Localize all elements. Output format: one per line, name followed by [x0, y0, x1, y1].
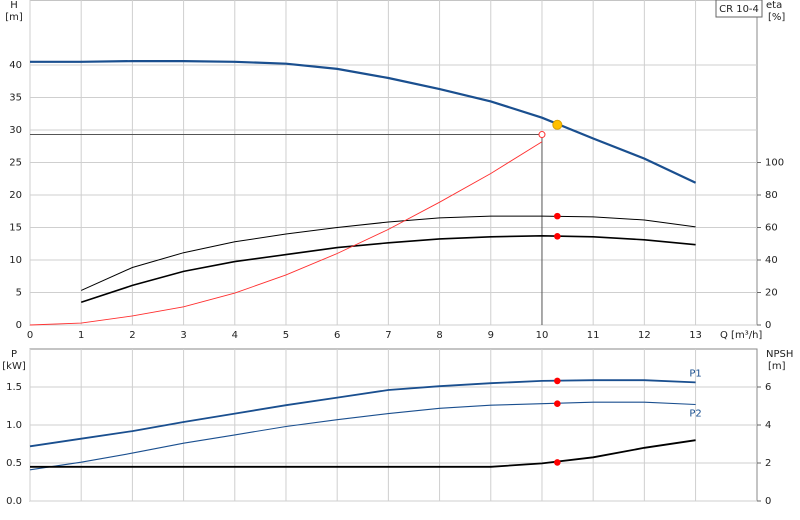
series-line	[80, 234, 696, 304]
x-tick-label: 13	[689, 330, 702, 341]
y2-tick-label: 0	[765, 496, 771, 507]
y2-tick-label: 4	[765, 420, 771, 431]
y-tick-label: 1.5	[6, 382, 22, 393]
y-axis-unit: [m]	[5, 12, 23, 23]
y2-axis-unit: [%]	[768, 12, 785, 23]
y2-tick-label: 60	[765, 223, 778, 234]
y2-tick-label: 0	[765, 320, 771, 331]
series-line	[30, 439, 696, 468]
duty-marker	[554, 459, 561, 466]
duty-marker	[554, 400, 561, 408]
y-axis-unit: [kW]	[2, 361, 26, 372]
y-tick-label: 35	[9, 93, 22, 104]
y2-axis-label: NPSH	[766, 349, 793, 360]
x-tick-label: 0	[27, 330, 33, 341]
x-tick-label: 5	[283, 330, 289, 341]
series-line	[80, 215, 696, 291]
model-box	[715, 0, 763, 18]
y2-tick-label: 2	[765, 458, 771, 469]
y2-tick-label: 100	[765, 158, 784, 169]
series-line	[30, 60, 697, 184]
duty-marker	[554, 377, 561, 385]
x-tick-label: 2	[129, 330, 135, 341]
x-tick-label: 11	[587, 330, 600, 341]
y-tick-label: 25	[9, 158, 22, 169]
y2-axis-unit: [m]	[768, 361, 786, 372]
y2-tick-label: 80	[765, 190, 778, 201]
y-tick-label: 1.0	[6, 420, 22, 431]
y-tick-label: 0	[16, 320, 22, 331]
x-tick-label: 8	[436, 330, 442, 341]
y-tick-label: 20	[9, 190, 22, 201]
x-axis-label: Q [m³/h]	[720, 330, 762, 341]
series-label: P2	[689, 408, 701, 419]
series-label: P1	[689, 368, 701, 379]
series-line	[29, 401, 696, 471]
y2-tick-label: 20	[765, 288, 778, 299]
model-label: CR 10-4	[719, 4, 759, 15]
x-tick-label: 1	[78, 330, 84, 341]
y-tick-label: 15	[9, 223, 22, 234]
duty-marker	[552, 119, 563, 130]
x-tick-label: 3	[180, 330, 186, 341]
y2-axis-label: eta	[766, 0, 782, 11]
duty-marker	[554, 212, 561, 220]
operating-point	[538, 131, 546, 139]
x-tick-label: 7	[385, 330, 391, 341]
y-tick-label: 10	[9, 255, 22, 266]
x-tick-label: 10	[536, 330, 549, 341]
series-line	[29, 379, 696, 448]
x-tick-label: 4	[232, 330, 238, 341]
x-tick-label: 12	[638, 330, 651, 341]
duty-marker	[554, 232, 561, 240]
y-axis-label: H	[10, 0, 18, 11]
x-tick-label: 9	[488, 330, 494, 341]
y-tick-label: 30	[9, 125, 22, 136]
y2-tick-label: 40	[765, 255, 778, 266]
y-tick-label: 0.0	[6, 496, 22, 507]
x-tick-label: 6	[334, 330, 340, 341]
y2-tick-label: 6	[765, 382, 771, 393]
y-tick-label: 0.5	[6, 458, 22, 469]
y-tick-label: 5	[16, 288, 22, 299]
series-line	[29, 141, 543, 326]
y-tick-label: 40	[9, 60, 22, 71]
y-axis-label: P	[11, 349, 17, 360]
